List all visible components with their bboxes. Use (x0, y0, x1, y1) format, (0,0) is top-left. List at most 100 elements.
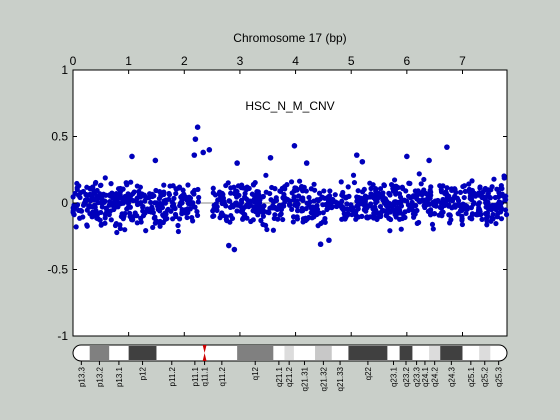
data-point (407, 206, 413, 212)
data-point-outlier (234, 160, 240, 166)
x-tick-label: 0 (70, 54, 77, 68)
data-point (359, 189, 366, 195)
data-point (270, 199, 277, 205)
data-point (373, 200, 379, 206)
data-point (288, 179, 295, 185)
data-point (502, 207, 509, 213)
data-point (332, 192, 338, 198)
data-point (186, 200, 192, 206)
data-points (70, 124, 510, 253)
data-point (397, 207, 403, 213)
data-point (140, 203, 146, 210)
data-point (180, 187, 186, 193)
data-point (114, 229, 120, 236)
band-label: q25.1 (467, 366, 476, 387)
data-point (122, 227, 128, 233)
data-point (501, 175, 507, 181)
data-point (234, 194, 240, 200)
data-point (320, 210, 326, 216)
data-point (308, 186, 314, 192)
data-point (294, 198, 300, 204)
data-point (304, 200, 310, 206)
y-tick-label: 0.5 (51, 130, 68, 144)
data-point (325, 198, 332, 205)
data-point (372, 186, 379, 192)
data-point (391, 177, 398, 183)
data-point (485, 191, 491, 197)
data-point (475, 209, 481, 216)
data-point (173, 190, 179, 197)
data-point (446, 202, 452, 208)
data-point (148, 199, 154, 206)
data-point (469, 216, 475, 222)
data-point (161, 198, 167, 204)
data-point (447, 220, 453, 226)
data-point (214, 207, 220, 213)
data-point (463, 210, 469, 217)
data-point (476, 200, 482, 206)
data-point (418, 181, 424, 187)
data-point (126, 210, 133, 216)
data-point-outlier (206, 147, 213, 153)
data-point (310, 205, 316, 211)
data-point (417, 199, 423, 205)
data-point (494, 214, 501, 220)
data-point (374, 216, 380, 223)
data-point-outlier (444, 144, 450, 150)
data-point (255, 189, 261, 195)
data-point-outlier (129, 153, 135, 160)
data-point-outlier (317, 241, 324, 248)
data-point (234, 208, 240, 214)
data-point (95, 196, 101, 202)
data-point (117, 225, 123, 232)
data-point (427, 187, 433, 193)
data-point (190, 189, 196, 196)
band-label: q11.1 (201, 366, 210, 386)
data-point (259, 205, 266, 211)
data-point (462, 188, 468, 195)
data-point (99, 196, 105, 202)
series-annotation: HSC_N_M_CNV (245, 99, 334, 113)
data-point (498, 183, 504, 189)
data-point-outlier (303, 160, 310, 166)
data-point (97, 182, 104, 189)
band-label: q24.3 (447, 366, 456, 387)
data-point (340, 193, 346, 199)
data-point (352, 211, 358, 218)
band-label: p11.1 (191, 366, 200, 386)
data-point (377, 203, 384, 210)
band-label: q12 (251, 366, 260, 380)
band-label: q23.3 (413, 366, 422, 387)
data-point (186, 194, 192, 200)
data-point (447, 212, 453, 219)
data-point (489, 184, 495, 190)
data-point (488, 218, 494, 224)
data-point (371, 212, 377, 218)
data-point (102, 215, 108, 221)
data-point (280, 216, 286, 223)
data-point (482, 185, 488, 192)
centromere-band (202, 345, 207, 361)
data-point (92, 180, 99, 186)
data-point (113, 191, 119, 197)
data-point (272, 204, 278, 210)
data-point (320, 219, 326, 225)
data-point (284, 182, 290, 188)
data-point (430, 226, 436, 232)
data-point (466, 181, 472, 187)
data-point (367, 194, 373, 200)
data-point (287, 202, 293, 208)
data-point (438, 189, 445, 195)
data-point (270, 227, 277, 233)
data-point (143, 195, 149, 201)
data-point (111, 196, 118, 202)
data-point (129, 217, 135, 223)
data-point (136, 192, 142, 198)
data-point (368, 201, 374, 207)
data-point (374, 195, 381, 202)
data-point (411, 194, 417, 200)
data-point (381, 182, 388, 189)
data-point (179, 207, 185, 213)
data-point (351, 179, 358, 186)
data-point (275, 216, 281, 222)
